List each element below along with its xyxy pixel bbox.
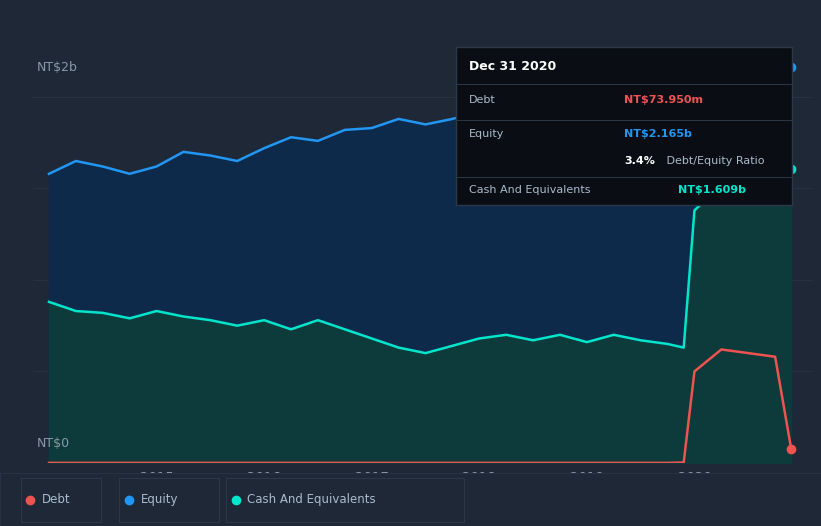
Text: NT$0: NT$0 — [37, 437, 70, 450]
Text: NT$2.165b: NT$2.165b — [624, 129, 692, 139]
Text: 3.4%: 3.4% — [624, 156, 655, 166]
Text: Debt: Debt — [469, 95, 496, 105]
Text: Cash And Equivalents: Cash And Equivalents — [247, 493, 376, 506]
Text: NT$73.950m: NT$73.950m — [624, 95, 703, 105]
Text: Debt/Equity Ratio: Debt/Equity Ratio — [663, 156, 764, 166]
Text: NT$2b: NT$2b — [37, 61, 78, 74]
Text: Equity: Equity — [140, 493, 178, 506]
Text: NT$1.609b: NT$1.609b — [678, 185, 745, 195]
Text: Cash And Equivalents: Cash And Equivalents — [469, 185, 590, 195]
Text: Dec 31 2020: Dec 31 2020 — [469, 60, 557, 73]
Text: Equity: Equity — [469, 129, 504, 139]
Text: Debt: Debt — [42, 493, 71, 506]
